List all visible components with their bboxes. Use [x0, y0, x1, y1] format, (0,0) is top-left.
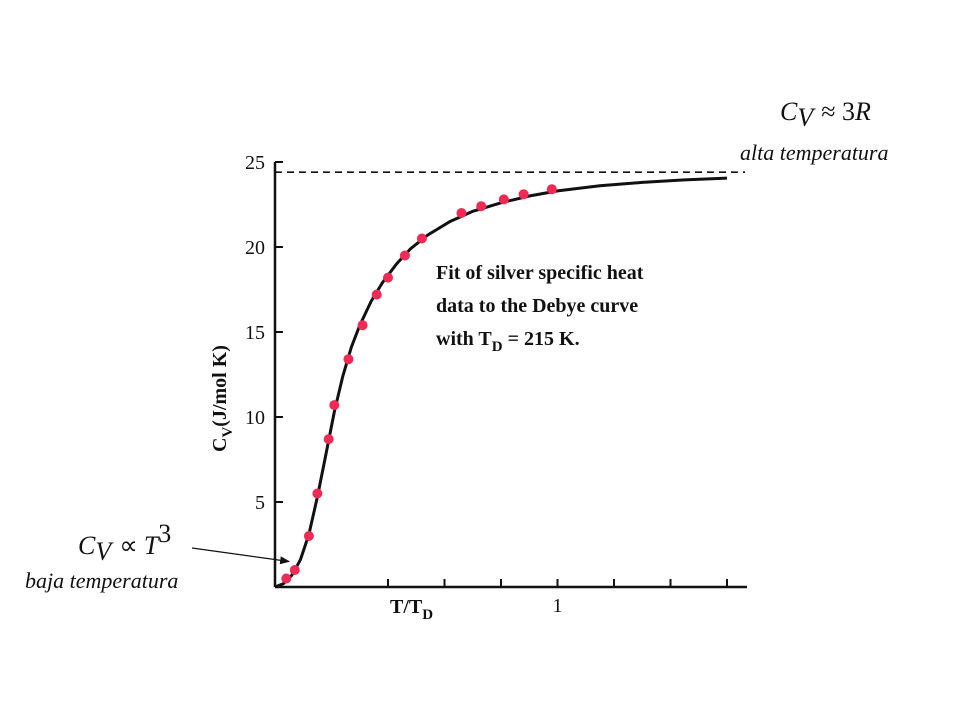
- high-temp-relation: ≈ 3: [821, 97, 855, 126]
- data-point-3: [312, 488, 323, 499]
- high-temp-sub: V: [797, 103, 816, 132]
- data-point-7: [357, 320, 368, 331]
- debye-fit-curve: [274, 176, 728, 589]
- y-tick-label-0: 5: [255, 492, 265, 514]
- data-point-8: [371, 289, 382, 300]
- y-tick-label-4: 25: [245, 152, 265, 174]
- high-temp-formula: CV ≈ 3R: [780, 97, 871, 132]
- data-point-12: [456, 208, 467, 218]
- y-tick-label-3: 20: [245, 237, 265, 259]
- fit-annotation-line-3-rest: = 215 K.: [503, 328, 580, 350]
- data-point-11: [416, 233, 427, 244]
- low-temp-formula: CV ∝ T3: [78, 519, 171, 566]
- data-point-4: [323, 434, 334, 445]
- x-axis-title-main: T/T: [390, 596, 423, 618]
- low-temp-relation: ∝: [119, 531, 138, 560]
- y-ticks: 5 10 15 20 25: [245, 152, 283, 514]
- y-axis-title-main: C: [209, 438, 231, 452]
- low-temp-label: baja temperatura: [25, 568, 178, 593]
- x-tick-label-3: 1: [553, 595, 563, 617]
- low-temp-sub: V: [95, 537, 114, 566]
- data-point-10: [399, 250, 410, 261]
- data-point-9: [383, 272, 393, 283]
- data-point-2: [303, 531, 314, 541]
- data-point-16: [546, 184, 557, 195]
- low-temp-sup: 3: [158, 519, 171, 548]
- y-tick-label-1: 10: [245, 407, 265, 429]
- x-ticks: 1: [387, 579, 728, 617]
- y-tick-label-2: 15: [245, 322, 265, 344]
- x-axis-title-sub: D: [422, 607, 433, 623]
- high-temp-label: alta temperatura: [740, 140, 889, 165]
- y-axis-title-rest: (J/mol K): [209, 345, 231, 427]
- fit-annotation-line-1: Fit of silver specific heat: [436, 262, 644, 284]
- high-temp-r: R: [854, 97, 871, 126]
- data-point-0: [281, 573, 292, 584]
- data-points: [281, 184, 557, 584]
- data-point-14: [498, 194, 509, 205]
- fit-annotation-line-3-sub: D: [492, 339, 503, 355]
- data-point-1: [289, 565, 300, 575]
- data-point-13: [476, 201, 487, 212]
- data-point-15: [518, 189, 529, 200]
- fit-annotation-line-2: data to the Debye curve: [436, 295, 638, 317]
- low-temp-c: C: [78, 531, 96, 560]
- data-point-6: [343, 354, 354, 365]
- fit-annotation-line-3: with TD = 215 K.: [436, 328, 580, 355]
- data-point-5: [329, 400, 340, 411]
- low-temp-arrow: [191, 547, 291, 565]
- low-temp-t: T: [144, 531, 160, 560]
- high-temp-c: C: [780, 97, 798, 126]
- x-axis-title: T/TD: [390, 596, 433, 623]
- y-axis-title-sub: V: [220, 427, 236, 438]
- fit-annotation-line-3-main: with T: [436, 328, 492, 350]
- y-axis-title: CV(J/mol K): [209, 345, 236, 452]
